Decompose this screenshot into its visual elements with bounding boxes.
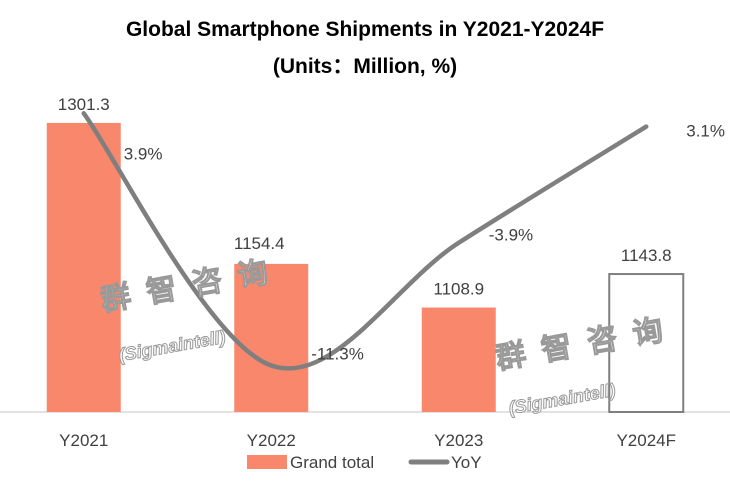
yoy-label: 3.9% <box>124 144 163 163</box>
bar-label: 1301.3 <box>58 95 110 114</box>
bar-Y2022 <box>234 263 309 412</box>
bar-Y2023 <box>421 307 496 412</box>
bar-label: 1154.4 <box>234 234 285 253</box>
x-tick-label: Y2024F <box>616 431 676 450</box>
bar-label: 1143.8 <box>621 246 672 265</box>
yoy-line <box>81 111 649 371</box>
bar-Y2024F <box>608 273 685 413</box>
x-tick-label: Y2021 <box>59 431 108 450</box>
yoy-label: -11.3% <box>311 345 364 364</box>
bar-label: 1108.9 <box>433 280 484 299</box>
legend-label-bar: Grand total <box>290 453 374 472</box>
chart-subtitle: (Units：Million, %) <box>272 55 458 78</box>
x-tick-label: Y2023 <box>434 431 483 450</box>
chart-title: Global Smartphone Shipments in Y2021-Y20… <box>125 18 605 41</box>
legend-swatch-bar <box>247 455 287 469</box>
x-tick-label: Y2022 <box>247 431 296 450</box>
bar-Y2021 <box>46 122 121 413</box>
yoy-label: 3.1% <box>686 122 725 141</box>
legend-label-line: YoY <box>451 453 482 472</box>
yoy-label: -3.9% <box>489 226 533 245</box>
